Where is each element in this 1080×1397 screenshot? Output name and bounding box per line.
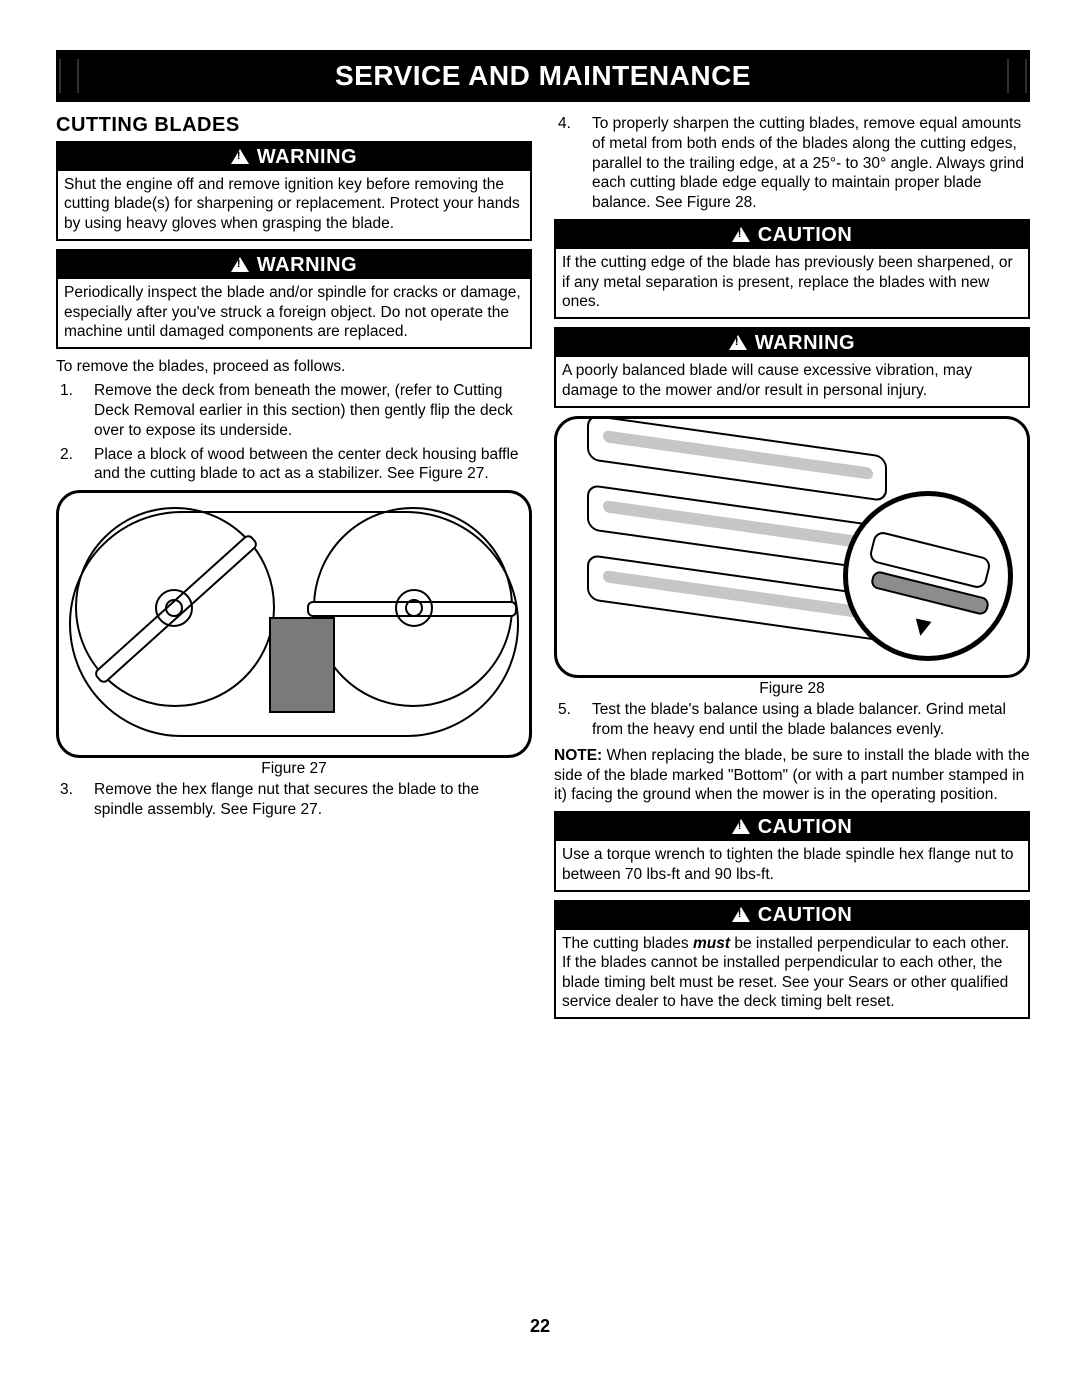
warning-triangle-icon — [231, 149, 249, 164]
warning-header: WARNING — [556, 329, 1028, 357]
warning-triangle-icon — [732, 907, 750, 922]
two-column-layout: CUTTING BLADES WARNING Shut the engine o… — [56, 114, 1030, 1027]
warning-box-2: WARNING Periodically inspect the blade a… — [56, 249, 532, 349]
page-header-bar: SERVICE AND MAINTENANCE — [56, 50, 1030, 102]
caution-text-pre: The cutting blades — [562, 935, 693, 952]
step-text: Place a block of wood between the center… — [94, 446, 519, 483]
caution-body: If the cutting edge of the blade has pre… — [556, 249, 1028, 317]
step-text: To properly sharpen the cutting blades, … — [592, 115, 1024, 211]
left-column: CUTTING BLADES WARNING Shut the engine o… — [56, 114, 532, 1027]
caution-label: CAUTION — [758, 904, 853, 927]
step-item: 2. Place a block of wood between the cent… — [56, 445, 532, 485]
warning-body: A poorly balanced blade will cause exces… — [556, 357, 1028, 406]
warning-box-1: WARNING Shut the engine off and remove i… — [56, 141, 532, 241]
warning-triangle-icon — [732, 819, 750, 834]
caution-header: CAUTION — [556, 902, 1028, 930]
warning-body: Shut the engine off and remove ignition … — [58, 171, 530, 239]
step-text: Remove the hex flange nut that secures t… — [94, 781, 479, 818]
figure-28-magnifier-circle — [843, 491, 1013, 661]
caution-box-1: CAUTION If the cutting edge of the blade… — [554, 219, 1030, 319]
caution-body: The cutting blades must be installed per… — [556, 930, 1028, 1018]
step-item: 4. To properly sharpen the cutting blades… — [554, 114, 1030, 213]
caution-header: CAUTION — [556, 813, 1028, 841]
note-label: NOTE: — [554, 747, 602, 764]
figure-28 — [554, 416, 1030, 678]
caution-text-emphasis: must — [693, 935, 730, 952]
figure-28-arrow-icon — [913, 619, 932, 638]
figure-27-wood-block — [269, 617, 335, 713]
figure-27-hub — [155, 589, 193, 627]
section-heading-cutting-blades: CUTTING BLADES — [56, 114, 532, 137]
step-text: Test the blade's balance using a blade b… — [592, 701, 1006, 738]
warning-header: WARNING — [58, 251, 530, 279]
warning-body: Periodically inspect the blade and/or sp… — [58, 279, 530, 347]
page: SERVICE AND MAINTENANCE CUTTING BLADES W… — [0, 0, 1080, 1397]
warning-header: WARNING — [58, 143, 530, 171]
warning-triangle-icon — [732, 227, 750, 242]
caution-body: Use a torque wrench to tighten the blade… — [556, 841, 1028, 890]
steps-list-right: 4. To properly sharpen the cutting blades… — [554, 114, 1030, 213]
steps-list: 1. Remove the deck from beneath the mower… — [56, 381, 532, 484]
warning-label: WARNING — [257, 146, 357, 169]
step-number: 1. — [60, 381, 73, 401]
step-number: 5. — [558, 700, 571, 720]
step-number: 3. — [60, 780, 73, 800]
steps-list-right-2: 5. Test the blade's balance using a blade… — [554, 700, 1030, 740]
note-text: When replacing the blade, be sure to ins… — [554, 747, 1030, 804]
step-item: 1. Remove the deck from beneath the mower… — [56, 381, 532, 440]
warning-box-3: WARNING A poorly balanced blade will cau… — [554, 327, 1030, 408]
step-number: 2. — [60, 445, 73, 465]
caution-label: CAUTION — [758, 816, 853, 839]
note-paragraph: NOTE: When replacing the blade, be sure … — [554, 746, 1030, 805]
figure-27-hub — [395, 589, 433, 627]
caution-label: CAUTION — [758, 224, 853, 247]
step-item: 3. Remove the hex flange nut that secures… — [56, 780, 532, 820]
caution-box-2: CAUTION Use a torque wrench to tighten t… — [554, 811, 1030, 892]
page-header-title: SERVICE AND MAINTENANCE — [335, 60, 751, 92]
figure-27 — [56, 490, 532, 758]
caution-box-3: CAUTION The cutting blades must be insta… — [554, 900, 1030, 1020]
step-item: 5. Test the blade's balance using a blade… — [554, 700, 1030, 740]
steps-list-continued: 3. Remove the hex flange nut that secures… — [56, 780, 532, 820]
step-number: 4. — [558, 114, 571, 134]
figure-27-caption: Figure 27 — [56, 760, 532, 778]
page-number: 22 — [0, 1316, 1080, 1337]
warning-label: WARNING — [755, 332, 855, 355]
warning-triangle-icon — [729, 335, 747, 350]
right-column: 4. To properly sharpen the cutting blades… — [554, 114, 1030, 1027]
caution-header: CAUTION — [556, 221, 1028, 249]
step-text: Remove the deck from beneath the mower, … — [94, 382, 513, 439]
warning-triangle-icon — [231, 257, 249, 272]
intro-text: To remove the blades, proceed as follows… — [56, 357, 532, 377]
figure-28-caption: Figure 28 — [554, 680, 1030, 698]
warning-label: WARNING — [257, 254, 357, 277]
